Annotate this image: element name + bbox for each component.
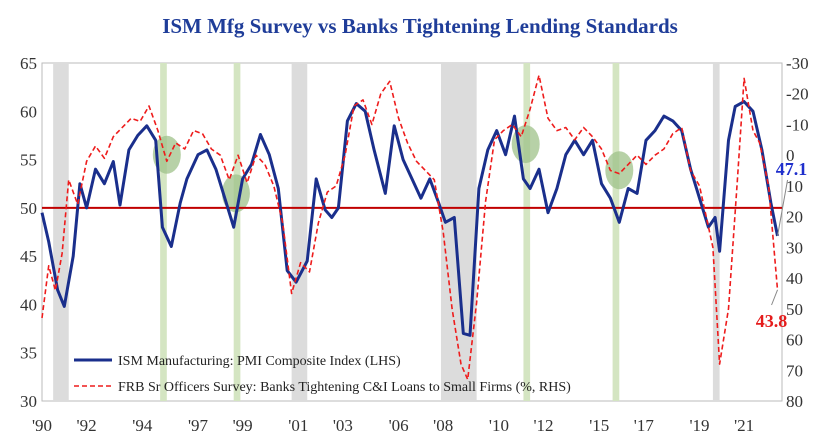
x-tick-label: '21 xyxy=(734,416,754,435)
y-right-tick-label: 40 xyxy=(786,269,803,288)
y-right-tick-label: -20 xyxy=(786,85,809,104)
recession-band xyxy=(53,63,69,401)
y-right-tick-label: -30 xyxy=(786,54,809,73)
y-right-tick-label: 0 xyxy=(786,146,795,165)
x-tick-label: '03 xyxy=(333,416,353,435)
x-tick-label: '15 xyxy=(589,416,609,435)
y-left-tick-label: 65 xyxy=(20,54,37,73)
x-tick-label: '06 xyxy=(389,416,409,435)
y-right-tick-label: 10 xyxy=(786,177,803,196)
slowdown-band xyxy=(523,63,531,401)
annotation-leader xyxy=(771,289,779,306)
x-tick-label: '19 xyxy=(689,416,709,435)
y-right-tick-label: -10 xyxy=(786,115,809,134)
x-tick-label: '94 xyxy=(132,416,153,435)
x-tick-label: '92 xyxy=(77,416,97,435)
x-tick-label: '08 xyxy=(433,416,453,435)
y-left-tick-label: 50 xyxy=(20,199,37,218)
annotation-frb: 43.8 xyxy=(756,311,788,331)
legend-label-ism: ISM Manufacturing: PMI Composite Index (… xyxy=(118,354,401,369)
x-tick-label: '90 xyxy=(32,416,52,435)
x-tick-label: '12 xyxy=(533,416,553,435)
x-tick-label: '01 xyxy=(288,416,308,435)
y-left-tick-label: 55 xyxy=(20,151,37,170)
y-right-tick-label: 60 xyxy=(786,331,803,350)
y-left-tick-label: 45 xyxy=(20,247,37,266)
y-left-tick-label: 35 xyxy=(20,344,37,363)
y-right-tick-label: 80 xyxy=(786,392,803,411)
chart-title: ISM Mfg Survey vs Banks Tightening Lendi… xyxy=(162,14,678,38)
recession-band xyxy=(291,63,308,401)
series-line-ism xyxy=(40,100,779,337)
x-tick-label: '99 xyxy=(233,416,253,435)
y-left-tick-label: 40 xyxy=(20,295,37,314)
annotation-leader xyxy=(777,179,789,236)
plot-frame xyxy=(41,62,783,402)
recession-band xyxy=(440,63,477,401)
y-left-tick-label: 60 xyxy=(20,102,37,121)
slowdown-band xyxy=(233,63,241,401)
y-right-tick-label: 30 xyxy=(786,238,803,257)
y-left-tick-label: 30 xyxy=(20,392,37,411)
slowdown-band xyxy=(612,63,620,401)
y-right-tick-label: 50 xyxy=(786,300,803,319)
annotation-ism: 47.1 xyxy=(776,159,808,179)
y-right-tick-label: 70 xyxy=(786,361,803,380)
series-line-frb xyxy=(41,74,779,381)
x-tick-label: '10 xyxy=(489,416,509,435)
y-right-tick-label: 20 xyxy=(786,208,803,227)
x-tick-label: '17 xyxy=(634,416,655,435)
highlight-circle xyxy=(605,151,634,190)
legend-label-frb: FRB Sr Officers Survey: Banks Tightening… xyxy=(118,380,571,395)
x-tick-label: '97 xyxy=(188,416,209,435)
